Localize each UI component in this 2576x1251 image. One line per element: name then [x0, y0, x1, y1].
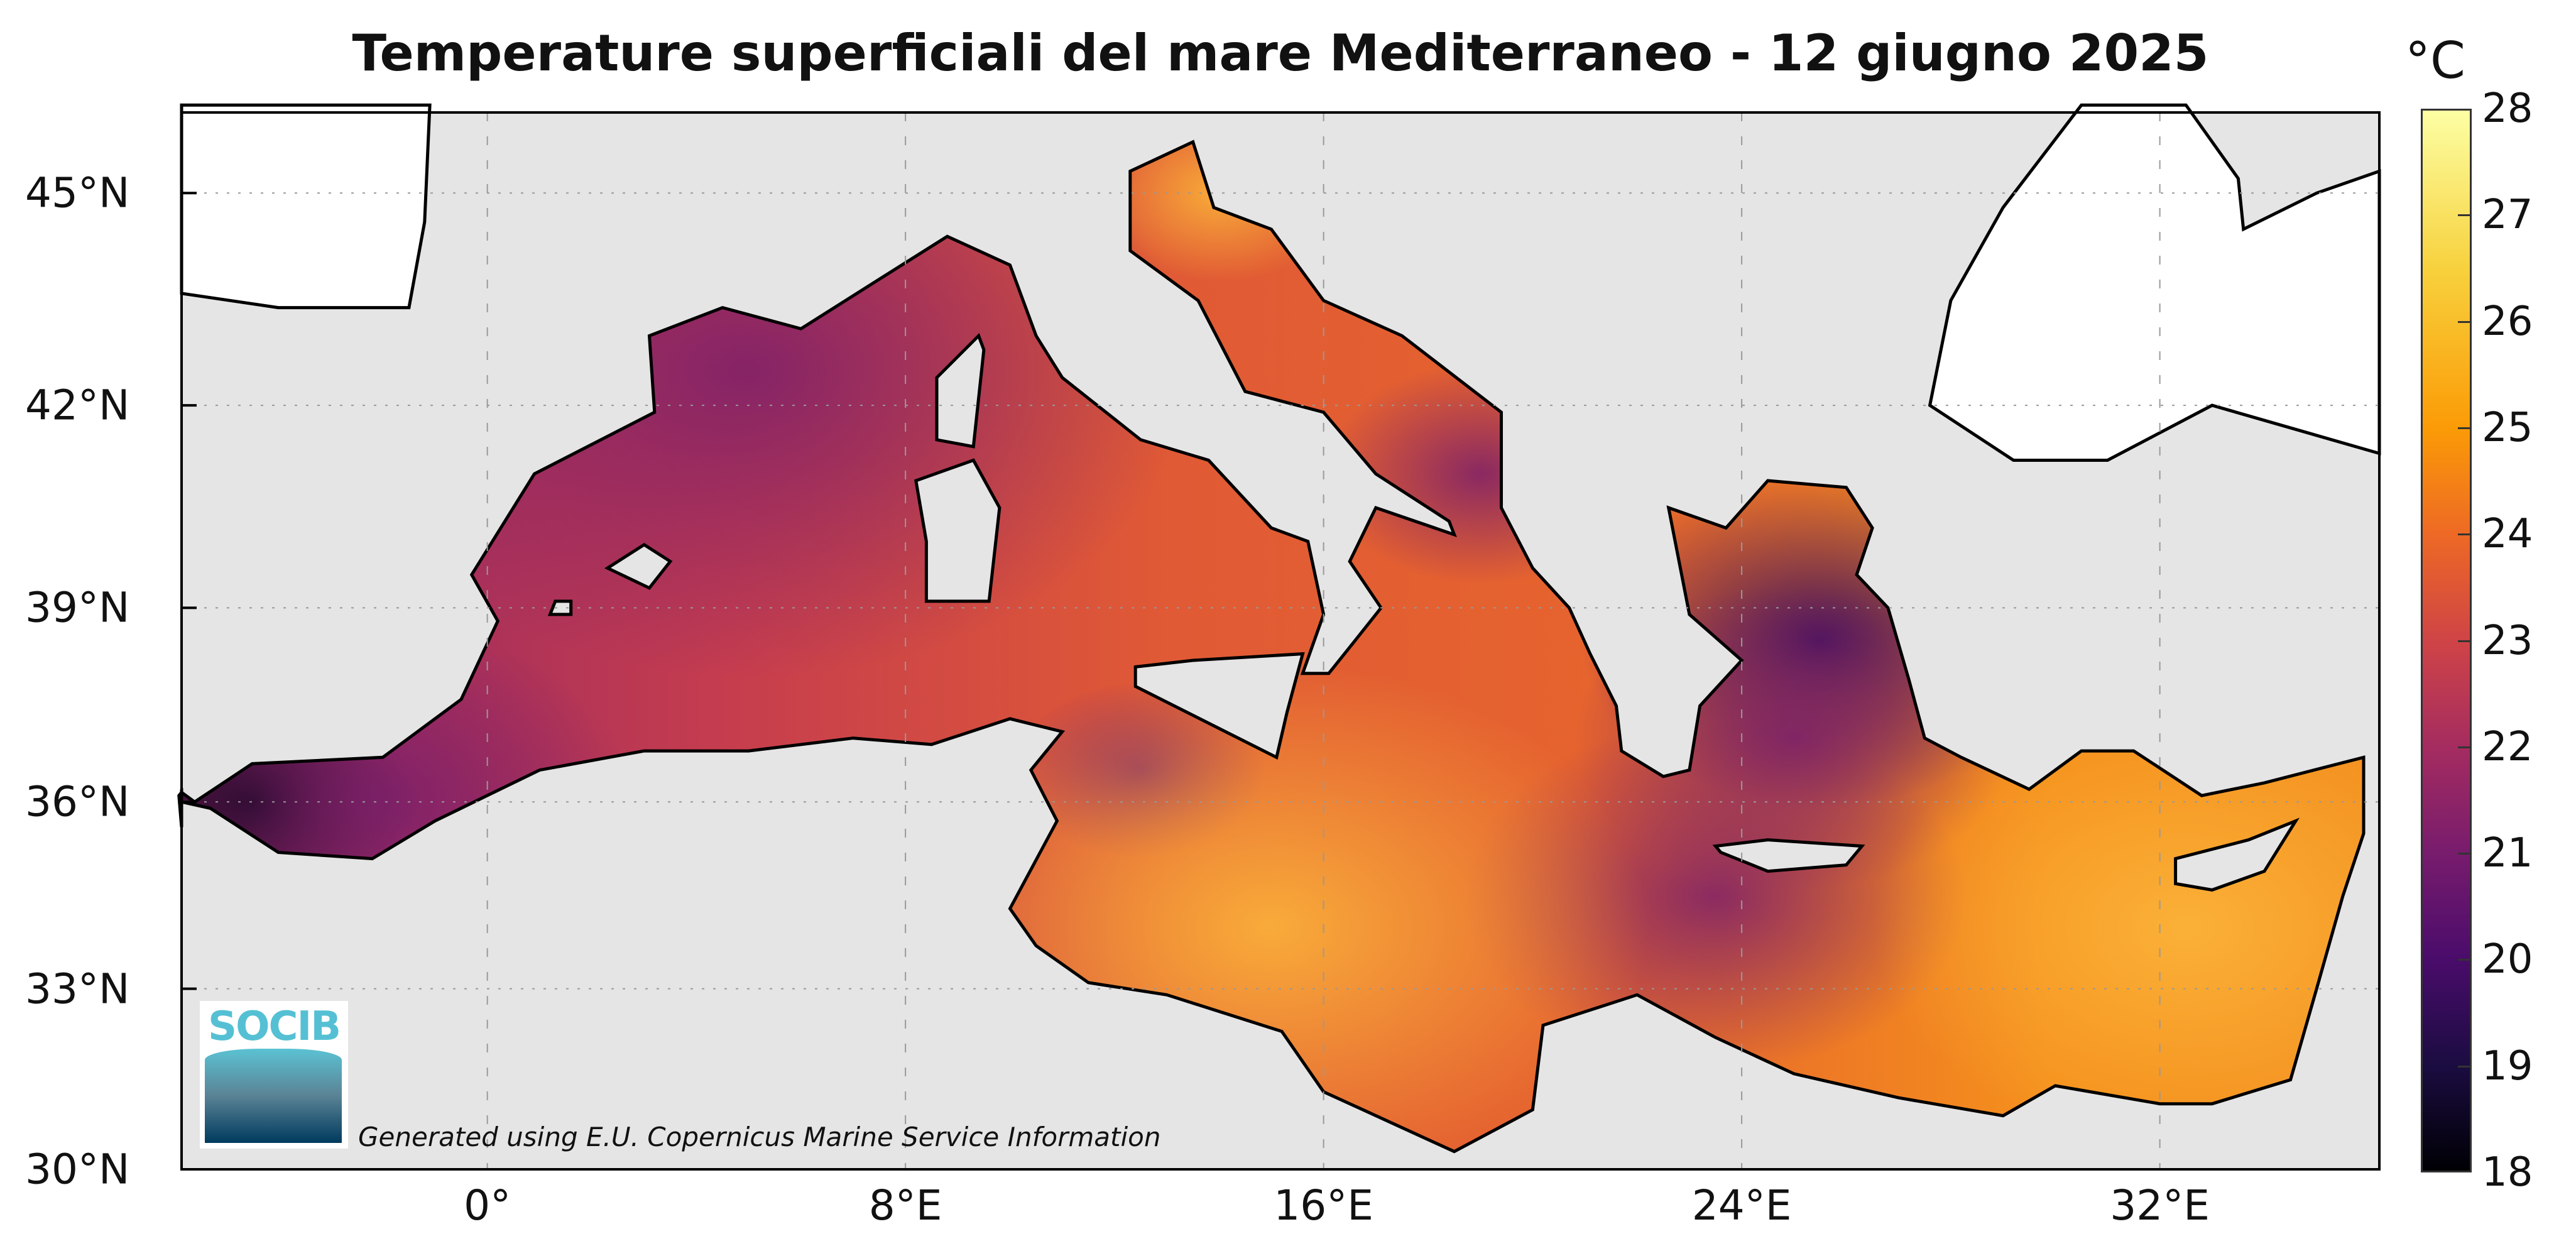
longitude-label: 24°E: [1691, 1181, 1792, 1230]
colorbar-tick-label: 20: [2482, 936, 2533, 983]
colorbar-tick: [2458, 853, 2470, 855]
island-ibiza: [547, 599, 573, 616]
unmapped-sea-blacksea: [1928, 103, 2381, 462]
island-cyprus: [2174, 817, 2300, 892]
longitude-label: 32°E: [2110, 1181, 2210, 1230]
colorbar-tick-label: 25: [2482, 404, 2533, 451]
colorbar-tick-label: 27: [2482, 192, 2533, 239]
colorbar-tick: [2458, 1065, 2470, 1068]
unmapped-sea-biscay: [180, 103, 432, 310]
credit-text: Generated using E.U. Copernicus Marine S…: [358, 1122, 1161, 1152]
colorbar-tick: [2458, 320, 2470, 323]
colorbar-tick: [2458, 746, 2470, 748]
latitude-label: 39°N: [25, 583, 130, 632]
logo-water-graphic: [205, 1049, 342, 1143]
socib-logo: SOCIB: [200, 1001, 348, 1149]
colorbar-tick: [2458, 959, 2470, 961]
colorbar-tick-label: 22: [2482, 723, 2533, 770]
latitude-label: 30°N: [25, 1145, 130, 1194]
island-sardinia: [914, 458, 1001, 603]
longitude-label: 8°E: [868, 1181, 942, 1230]
latitude-label: 33°N: [25, 964, 130, 1013]
colorbar-tick-label: 18: [2482, 1149, 2533, 1196]
island-crete: [1712, 838, 1865, 873]
logo-text: SOCIB: [207, 1003, 341, 1050]
colorbar-tick: [2458, 427, 2470, 429]
island-mallorca: [604, 542, 673, 590]
colorbar-tick-label: 28: [2482, 85, 2533, 132]
colorbar-tick: [2458, 214, 2470, 217]
latitude-label: 42°N: [25, 381, 130, 430]
colorbar-tick-label: 26: [2482, 298, 2533, 345]
latitude-label: 45°N: [25, 168, 130, 217]
colorbar-tick-label: 19: [2482, 1042, 2533, 1090]
colorbar-tick-label: 21: [2482, 830, 2533, 877]
latitude-label: 36°N: [25, 777, 130, 826]
longitude-label: 16°E: [1274, 1181, 1373, 1230]
colorbar-tick: [2458, 533, 2470, 536]
longitude-label: 0°: [464, 1181, 511, 1230]
colorbar-unit: °C: [2405, 31, 2465, 90]
coastline: [180, 139, 2366, 1154]
island-corsica: [935, 332, 986, 449]
colorbar-tick-label: 23: [2482, 617, 2533, 664]
colorbar-tick: [2458, 640, 2470, 642]
island-sicily: [1133, 652, 1305, 760]
map-title: Temperature superficiali del mare Medite…: [352, 24, 2209, 82]
colorbar-tick-label: 24: [2482, 511, 2533, 558]
map-frame: [180, 111, 2381, 1171]
